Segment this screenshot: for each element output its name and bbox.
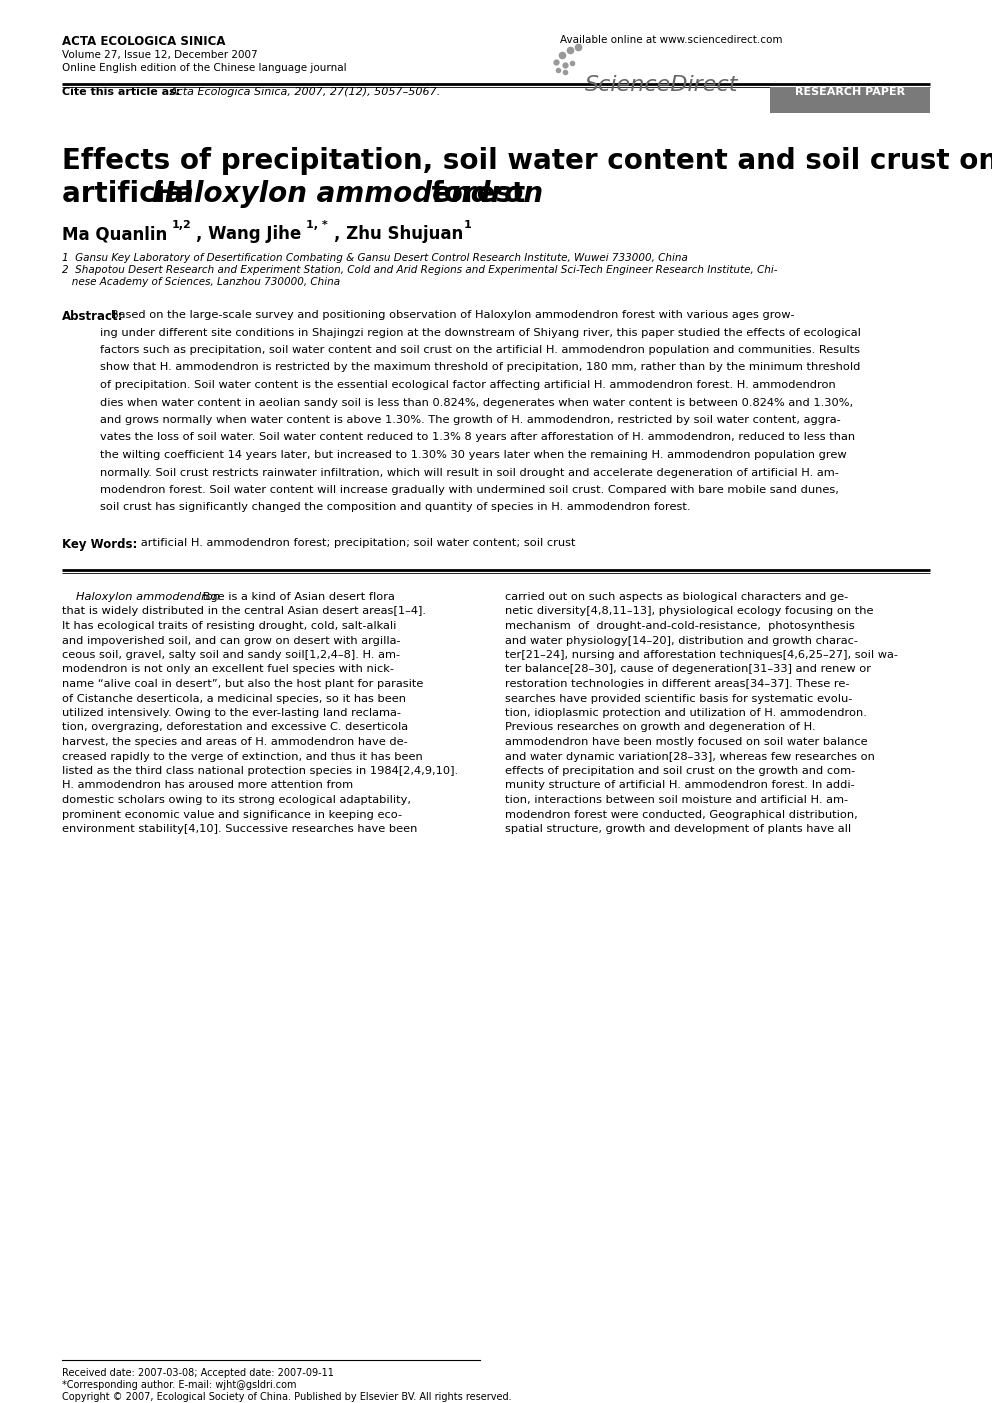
- Text: 1: 1: [464, 220, 472, 230]
- Text: domestic scholars owing to its strong ecological adaptability,: domestic scholars owing to its strong ec…: [62, 796, 411, 805]
- Text: RESEARCH PAPER: RESEARCH PAPER: [795, 87, 905, 97]
- Text: , Wang Jihe: , Wang Jihe: [196, 224, 302, 243]
- Text: nese Academy of Sciences, Lanzhou 730000, China: nese Academy of Sciences, Lanzhou 730000…: [62, 276, 340, 288]
- Text: 1, *: 1, *: [306, 220, 327, 230]
- Text: It has ecological traits of resisting drought, cold, salt-alkali: It has ecological traits of resisting dr…: [62, 622, 397, 631]
- Text: soil crust has significantly changed the composition and quantity of species in : soil crust has significantly changed the…: [100, 502, 690, 512]
- Text: artificial: artificial: [62, 180, 203, 208]
- Text: restoration technologies in different areas[34–37]. These re-: restoration technologies in different ar…: [505, 679, 849, 689]
- Text: vates the loss of soil water. Soil water content reduced to 1.3% 8 years after a: vates the loss of soil water. Soil water…: [100, 432, 855, 442]
- Text: ter balance[28–30], cause of degeneration[31–33] and renew or: ter balance[28–30], cause of degeneratio…: [505, 665, 871, 675]
- Text: carried out on such aspects as biological characters and ge-: carried out on such aspects as biologica…: [505, 592, 848, 602]
- Text: and water physiology[14–20], distribution and growth charac-: and water physiology[14–20], distributio…: [505, 636, 858, 645]
- Text: ammodendron have been mostly focused on soil water balance: ammodendron have been mostly focused on …: [505, 737, 868, 746]
- Text: 1  Gansu Key Laboratory of Desertification Combating & Gansu Desert Control Rese: 1 Gansu Key Laboratory of Desertificatio…: [62, 253, 687, 262]
- Text: and grows normally when water content is above 1.30%. The growth of H. ammodendr: and grows normally when water content is…: [100, 415, 841, 425]
- Text: effects of precipitation and soil crust on the growth and com-: effects of precipitation and soil crust …: [505, 766, 855, 776]
- Text: dies when water content in aeolian sandy soil is less than 0.824%, degenerates w: dies when water content in aeolian sandy…: [100, 397, 853, 407]
- Text: 1,2: 1,2: [172, 220, 191, 230]
- Text: Cite this article as:: Cite this article as:: [62, 87, 185, 97]
- Text: utilized intensively. Owing to the ever-lasting land reclama-: utilized intensively. Owing to the ever-…: [62, 709, 401, 718]
- Text: Key Words:: Key Words:: [62, 537, 137, 551]
- Text: creased rapidly to the verge of extinction, and thus it has been: creased rapidly to the verge of extincti…: [62, 752, 423, 762]
- Text: Volume 27, Issue 12, December 2007: Volume 27, Issue 12, December 2007: [62, 51, 258, 60]
- Text: tion, interactions between soil moisture and artificial H. am-: tion, interactions between soil moisture…: [505, 796, 848, 805]
- Text: *Corresponding author. E-mail: wjht@gsldri.com: *Corresponding author. E-mail: wjht@gsld…: [62, 1381, 297, 1390]
- Text: ScienceDirect: ScienceDirect: [585, 74, 738, 95]
- Text: tion, overgrazing, deforestation and excessive C. deserticola: tion, overgrazing, deforestation and exc…: [62, 723, 408, 732]
- Text: Haloxylon ammodendron: Haloxylon ammodendron: [152, 180, 544, 208]
- Text: 2  Shapotou Desert Research and Experiment Station, Cold and Arid Regions and Ex: 2 Shapotou Desert Research and Experimen…: [62, 265, 778, 275]
- Text: Bge is a kind of Asian desert flora: Bge is a kind of Asian desert flora: [199, 592, 395, 602]
- Text: munity structure of artificial H. ammodendron forest. In addi-: munity structure of artificial H. ammode…: [505, 780, 855, 790]
- Text: modendron forest were conducted, Geographical distribution,: modendron forest were conducted, Geograp…: [505, 810, 858, 819]
- Text: of Cistanche deserticola, a medicinal species, so it has been: of Cistanche deserticola, a medicinal sp…: [62, 693, 406, 703]
- Text: H. ammodendron has aroused more attention from: H. ammodendron has aroused more attentio…: [62, 780, 353, 790]
- Text: Copyright © 2007, Ecological Society of China. Published by Elsevier BV. All rig: Copyright © 2007, Ecological Society of …: [62, 1392, 512, 1402]
- Text: ACTA ECOLOGICA SINICA: ACTA ECOLOGICA SINICA: [62, 35, 225, 48]
- Text: Based on the large-scale survey and positioning observation of Haloxylon ammoden: Based on the large-scale survey and posi…: [100, 310, 795, 320]
- Text: ter[21–24], nursing and afforestation techniques[4,6,25–27], soil wa-: ter[21–24], nursing and afforestation te…: [505, 650, 898, 659]
- Text: name “alive coal in desert”, but also the host plant for parasite: name “alive coal in desert”, but also th…: [62, 679, 424, 689]
- Text: Haloxylon ammodendron: Haloxylon ammodendron: [76, 592, 220, 602]
- Text: Abstract:: Abstract:: [62, 310, 123, 323]
- Text: Ma Quanlin: Ma Quanlin: [62, 224, 168, 243]
- Text: Previous researches on growth and degeneration of H.: Previous researches on growth and degene…: [505, 723, 815, 732]
- Text: searches have provided scientific basis for systematic evolu-: searches have provided scientific basis …: [505, 693, 852, 703]
- Text: Received date: 2007-03-08; Accepted date: 2007-09-11: Received date: 2007-03-08; Accepted date…: [62, 1368, 334, 1378]
- Text: listed as the third class national protection species in 1984[2,4,9,10].: listed as the third class national prote…: [62, 766, 458, 776]
- Text: normally. Soil crust restricts rainwater infiltration, which will result in soil: normally. Soil crust restricts rainwater…: [100, 467, 839, 477]
- Text: that is widely distributed in the central Asian desert areas[1–4].: that is widely distributed in the centra…: [62, 606, 426, 616]
- Text: show that H. ammodendron is restricted by the maximum threshold of precipitation: show that H. ammodendron is restricted b…: [100, 362, 860, 373]
- Text: modendron is not only an excellent fuel species with nick-: modendron is not only an excellent fuel …: [62, 665, 394, 675]
- Text: Available online at www.sciencedirect.com: Available online at www.sciencedirect.co…: [560, 35, 783, 45]
- Text: Acta Ecologica Sinica, 2007, 27(12), 5057–5067.: Acta Ecologica Sinica, 2007, 27(12), 505…: [170, 87, 441, 97]
- Text: the wilting coefficient 14 years later, but increased to 1.30% 30 years later wh: the wilting coefficient 14 years later, …: [100, 450, 846, 460]
- Text: modendron forest. Soil water content will increase gradually with undermined soi: modendron forest. Soil water content wil…: [100, 485, 839, 495]
- Text: factors such as precipitation, soil water content and soil crust on the artifici: factors such as precipitation, soil wate…: [100, 345, 860, 355]
- Text: environment stability[4,10]. Successive researches have been: environment stability[4,10]. Successive …: [62, 824, 418, 833]
- Text: Effects of precipitation, soil water content and soil crust on: Effects of precipitation, soil water con…: [62, 147, 992, 175]
- Text: ing under different site conditions in Shajingzi region at the downstream of Shi: ing under different site conditions in S…: [100, 327, 861, 338]
- Text: and impoverished soil, and can grow on desert with argilla-: and impoverished soil, and can grow on d…: [62, 636, 401, 645]
- Text: artificial H. ammodendron forest; precipitation; soil water content; soil crust: artificial H. ammodendron forest; precip…: [130, 537, 575, 549]
- Text: Online English edition of the Chinese language journal: Online English edition of the Chinese la…: [62, 63, 346, 73]
- Text: forest: forest: [422, 180, 525, 208]
- Text: tion, idioplasmic protection and utilization of H. ammodendron.: tion, idioplasmic protection and utiliza…: [505, 709, 867, 718]
- Text: and water dynamic variation[28–33], whereas few researches on: and water dynamic variation[28–33], wher…: [505, 752, 875, 762]
- Text: , Zhu Shujuan: , Zhu Shujuan: [334, 224, 463, 243]
- Text: netic diversity[4,8,11–13], physiological ecology focusing on the: netic diversity[4,8,11–13], physiologica…: [505, 606, 874, 616]
- Text: mechanism  of  drought-and-cold-resistance,  photosynthesis: mechanism of drought-and-cold-resistance…: [505, 622, 855, 631]
- Text: ceous soil, gravel, salty soil and sandy soil[1,2,4–8]. H. am-: ceous soil, gravel, salty soil and sandy…: [62, 650, 400, 659]
- Text: spatial structure, growth and development of plants have all: spatial structure, growth and developmen…: [505, 824, 851, 833]
- Text: harvest, the species and areas of H. ammodendron have de-: harvest, the species and areas of H. amm…: [62, 737, 408, 746]
- Text: prominent economic value and significance in keeping eco-: prominent economic value and significanc…: [62, 810, 402, 819]
- Text: of precipitation. Soil water content is the essential ecological factor affectin: of precipitation. Soil water content is …: [100, 380, 835, 390]
- Polygon shape: [770, 87, 930, 114]
